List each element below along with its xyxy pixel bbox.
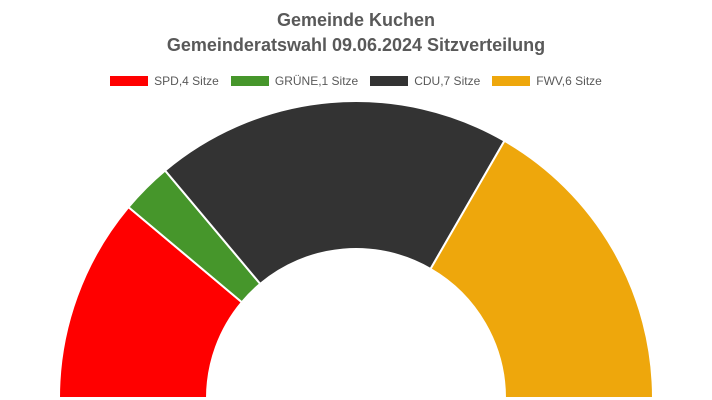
legend-label-cdu: CDU,7 Sitze bbox=[414, 74, 481, 88]
chart-subtitle: Gemeinderatswahl 09.06.2024 Sitzverteilu… bbox=[166, 35, 546, 55]
legend-swatch-fwv bbox=[492, 76, 531, 86]
legend-swatch-cdu bbox=[370, 76, 409, 86]
chart-title: Gemeinde Kuchen bbox=[276, 10, 436, 30]
chart-slices bbox=[57, 100, 655, 399]
chart-legend: SPD,4 Sitze GRÜNE,1 Sitze CDU,7 Sitze FW… bbox=[0, 74, 712, 88]
legend-label-spd: SPD,4 Sitze bbox=[154, 74, 219, 88]
legend-label-fwv: FWV,6 Sitze bbox=[536, 74, 602, 88]
legend-label-gruene: GRÜNE,1 Sitze bbox=[274, 74, 359, 88]
slice-cdu bbox=[163, 100, 506, 286]
legend-item-spd: SPD,4 Sitze bbox=[110, 74, 219, 88]
slice-fwv bbox=[429, 139, 655, 399]
legend-item-fwv: FWV,6 Sitze bbox=[492, 74, 602, 88]
legend-item-cdu: CDU,7 Sitze bbox=[370, 74, 480, 88]
legend-swatch-spd bbox=[110, 76, 149, 86]
legend-swatch-gruene bbox=[230, 76, 269, 86]
legend-item-gruene: GRÜNE,1 Sitze bbox=[230, 74, 359, 88]
